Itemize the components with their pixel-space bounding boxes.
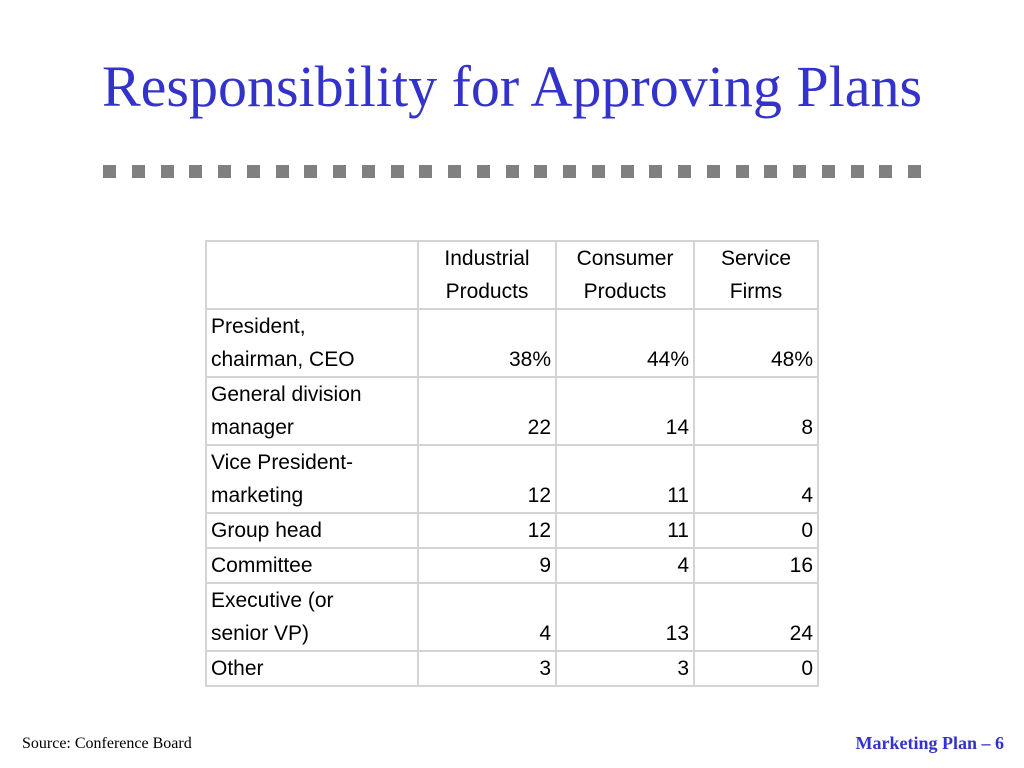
cell-service: 0: [693, 650, 819, 687]
table-header-row: Industrial Products Consumer Products Se…: [205, 240, 819, 310]
table-row: Committee 9 4 16: [205, 547, 819, 584]
divider-dot: [534, 164, 548, 178]
divider-dot: [649, 164, 663, 178]
cell-consumer: 4: [555, 547, 695, 584]
table-row: General division manager 22 14 8: [205, 376, 819, 446]
row-label-line: chairman, CEO: [211, 348, 355, 371]
row-label: President, chairman, CEO: [205, 308, 419, 378]
header-line: Consumer: [576, 247, 674, 270]
table-row: Vice President- marketing 12 11 4: [205, 444, 819, 514]
slide-title: Responsibility for Approving Plans: [101, 54, 923, 119]
cell-industrial: 4: [417, 582, 557, 652]
divider-dot: [419, 164, 433, 178]
cell-service: 16: [693, 547, 819, 584]
row-label-line: marketing: [211, 484, 304, 507]
header-cell-empty: [205, 240, 419, 310]
row-label: Executive (or senior VP): [205, 582, 419, 652]
cell-consumer: 11: [555, 512, 695, 549]
divider-dot: [189, 164, 203, 178]
header-line: Service: [720, 247, 792, 270]
table-row: Group head 12 11 0: [205, 512, 819, 549]
divider-dot: [304, 164, 318, 178]
divider-dot: [390, 164, 404, 178]
divider-dot: [476, 164, 490, 178]
header-line: Firms: [729, 280, 783, 303]
divider-dot: [361, 164, 375, 178]
row-label-line: manager: [211, 416, 294, 439]
header-industrial-products: Industrial Products: [417, 240, 557, 310]
header-service-firms: Service Firms: [693, 240, 819, 310]
divider-dot: [333, 164, 346, 178]
row-label: General division manager: [205, 376, 419, 446]
cell-service: 8: [693, 376, 819, 446]
divider-dot: [160, 164, 174, 178]
cell-consumer: 44%: [555, 308, 695, 378]
row-label-line: Executive (or: [211, 589, 334, 612]
table-row: Other 3 3 0: [205, 650, 819, 687]
divider-dot: [850, 164, 864, 178]
table-row: President, chairman, CEO 38% 44% 48%: [205, 308, 819, 378]
cell-service: 48%: [693, 308, 819, 378]
divider-dot: [275, 164, 289, 178]
divider-dot: [246, 164, 260, 178]
divider-dot: [131, 164, 145, 178]
divider-dot: [591, 164, 605, 178]
cell-industrial: 38%: [417, 308, 557, 378]
approval-responsibility-table: Industrial Products Consumer Products Se…: [205, 240, 819, 687]
divider-dot: [908, 164, 921, 178]
header-line: Industrial: [444, 247, 530, 270]
divider-dot: [821, 164, 835, 178]
cell-industrial: 12: [417, 444, 557, 514]
cell-service: 24: [693, 582, 819, 652]
row-label-line: senior VP): [211, 622, 310, 645]
cell-industrial: 9: [417, 547, 557, 584]
divider-dot: [103, 164, 116, 178]
row-label: Group head: [205, 512, 419, 549]
divider-dot: [764, 164, 778, 178]
divider-dot: [706, 164, 720, 178]
divider-dot: [448, 164, 461, 178]
divider-dot: [735, 164, 749, 178]
cell-industrial: 22: [417, 376, 557, 446]
cell-industrial: 12: [417, 512, 557, 549]
divider-dot: [563, 164, 576, 178]
cell-service: 4: [693, 444, 819, 514]
header-line: Products: [583, 280, 667, 303]
cell-consumer: 13: [555, 582, 695, 652]
cell-consumer: 14: [555, 376, 695, 446]
row-label: Vice President- marketing: [205, 444, 419, 514]
divider-dot: [879, 164, 893, 178]
row-label-line: Group head: [211, 519, 322, 542]
header-line: Products: [445, 280, 529, 303]
row-label-line: Committee: [211, 554, 313, 577]
divider-dot: [620, 164, 634, 178]
divider-dot: [218, 164, 231, 178]
source-note: Source: Conference Board: [22, 735, 192, 752]
divider-dot: [678, 164, 691, 178]
cell-consumer: 3: [555, 650, 695, 687]
row-label-line: President,: [211, 315, 306, 338]
header-consumer-products: Consumer Products: [555, 240, 695, 310]
divider-dot: [793, 164, 806, 178]
row-label: Committee: [205, 547, 419, 584]
title-divider: [103, 164, 921, 178]
cell-consumer: 11: [555, 444, 695, 514]
row-label-line: General division: [211, 383, 362, 406]
cell-industrial: 3: [417, 650, 557, 687]
row-label: Other: [205, 650, 419, 687]
table-row: Executive (or senior VP) 4 13 24: [205, 582, 819, 652]
divider-dot: [505, 164, 519, 178]
row-label-line: Other: [211, 657, 264, 680]
row-label-line: Vice President-: [211, 451, 354, 474]
cell-service: 0: [693, 512, 819, 549]
slide-footer: Marketing Plan – 6: [855, 733, 1005, 753]
